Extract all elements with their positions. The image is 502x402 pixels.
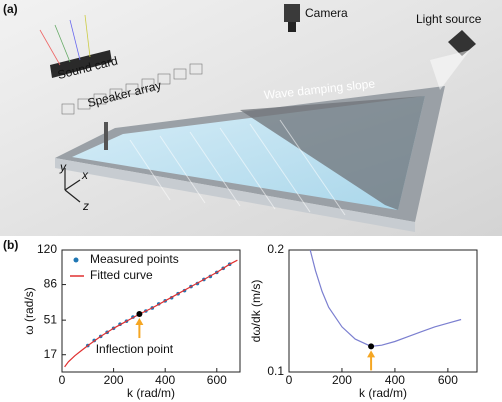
panel-label: (a) bbox=[3, 2, 18, 16]
cables bbox=[39, 14, 91, 66]
y-tick-label: 0.2 bbox=[267, 242, 284, 256]
light-source bbox=[448, 30, 476, 56]
legend-symbol bbox=[73, 257, 79, 263]
camera-lens bbox=[288, 22, 296, 32]
light-beam bbox=[430, 50, 470, 90]
highlight-point bbox=[368, 343, 375, 350]
wave-lines bbox=[129, 119, 346, 216]
speaker-array bbox=[61, 63, 203, 115]
x-tick-label: 200 bbox=[104, 373, 124, 387]
x-axis-label: k (rad/m) bbox=[127, 386, 175, 400]
damping-slope bbox=[240, 96, 425, 210]
y-axis-label: ω (rad/s) bbox=[22, 287, 36, 334]
tank-front bbox=[55, 158, 415, 232]
label-camera: Camera bbox=[305, 6, 348, 20]
arrow-head bbox=[367, 350, 376, 358]
legend-label: Fitted curve bbox=[90, 268, 153, 282]
label-light: Light source bbox=[416, 12, 482, 26]
axis-letter: z bbox=[82, 199, 89, 213]
x-axis-label: k (rad/m) bbox=[359, 386, 407, 400]
y-tick-label: 120 bbox=[37, 242, 57, 256]
x-tick-label: 0 bbox=[286, 373, 293, 387]
y-tick-label: 51 bbox=[44, 312, 58, 326]
curve bbox=[309, 249, 462, 348]
plot-frame bbox=[61, 249, 241, 373]
y-tick-label: 17 bbox=[44, 347, 58, 361]
legend-label: Measured points bbox=[90, 252, 179, 266]
x-tick-label: 600 bbox=[438, 373, 458, 387]
annotation: Inflection point bbox=[96, 342, 174, 356]
y-tick-label: 86 bbox=[44, 277, 58, 291]
x-tick-label: 200 bbox=[332, 373, 352, 387]
plot-frame bbox=[288, 249, 478, 373]
y-axis-label: dω/dk (m/s) bbox=[249, 280, 263, 343]
wave-maker bbox=[104, 122, 108, 150]
x-tick-label: 600 bbox=[207, 373, 227, 387]
axis-letter: y bbox=[59, 160, 67, 174]
x-tick-label: 400 bbox=[385, 373, 405, 387]
panel-label: (b) bbox=[3, 238, 18, 252]
axes-glyph bbox=[64, 168, 81, 203]
x-tick-label: 400 bbox=[155, 373, 175, 387]
sound-card bbox=[50, 50, 112, 78]
arrow-head bbox=[135, 318, 144, 326]
axis-letter: x bbox=[81, 168, 89, 182]
camera bbox=[284, 4, 300, 22]
y-tick-label: 0.1 bbox=[267, 364, 284, 378]
highlight-point bbox=[136, 311, 143, 318]
x-tick-label: 0 bbox=[59, 373, 66, 387]
